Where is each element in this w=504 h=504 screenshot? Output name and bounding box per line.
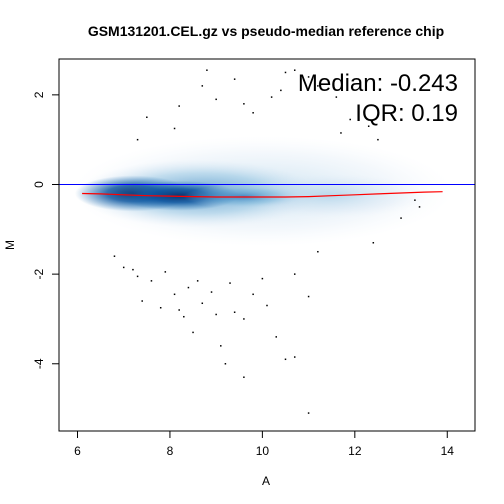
outlier-point xyxy=(229,282,231,284)
outlier-point xyxy=(243,103,245,105)
outlier-point xyxy=(307,295,310,298)
outlier-point xyxy=(317,250,319,253)
outlier-point xyxy=(349,118,351,121)
outlier-point xyxy=(146,116,148,119)
outlier-point xyxy=(159,306,162,309)
outlier-point xyxy=(201,85,204,87)
outlier-point xyxy=(178,105,180,107)
outlier-point xyxy=(136,138,139,141)
x-axis-label: A xyxy=(262,474,270,488)
outlier-point xyxy=(113,255,116,257)
outlier-point xyxy=(192,331,194,334)
outlier-point xyxy=(275,336,277,338)
outlier-point xyxy=(307,412,310,414)
outlier-point xyxy=(377,138,379,141)
x-tick-label: 10 xyxy=(256,444,270,458)
outlier-point xyxy=(173,127,176,130)
outlier-point xyxy=(233,78,236,80)
outlier-point xyxy=(418,206,421,208)
outlier-point xyxy=(252,112,254,114)
outlier-point xyxy=(215,313,217,316)
outlier-point xyxy=(178,309,180,311)
outlier-point xyxy=(400,217,402,219)
outlier-point xyxy=(307,76,310,78)
loess-curve xyxy=(82,191,443,198)
outlier-point xyxy=(210,291,213,293)
y-tick-label: -4 xyxy=(32,358,46,369)
x-tick-label: 8 xyxy=(167,444,174,458)
outlier-point xyxy=(243,318,245,320)
x-axis: 6 8 10 12 14 xyxy=(74,430,455,458)
outlier-point xyxy=(187,286,190,289)
outlier-point xyxy=(340,132,342,134)
x-tick-label: 12 xyxy=(348,444,362,458)
outlier-point xyxy=(367,125,370,127)
outlier-point xyxy=(173,293,176,296)
outlier-point xyxy=(293,356,296,358)
outlier-point xyxy=(183,315,185,318)
outlier-point xyxy=(122,266,125,269)
chart-title: GSM131201.CEL.gz vs pseudo-median refere… xyxy=(88,23,444,39)
outlier-point xyxy=(136,275,139,278)
density-layer xyxy=(72,136,453,247)
y-axis-label: M xyxy=(3,240,17,250)
outlier-point xyxy=(150,280,153,282)
outlier-point xyxy=(220,345,222,347)
outlier-point xyxy=(132,268,134,271)
y-tick-label: 2 xyxy=(32,91,46,98)
iqr-annotation: IQR: 0.19 xyxy=(355,100,458,127)
outlier-point xyxy=(206,69,208,71)
outlier-point xyxy=(414,199,416,201)
outlier-point xyxy=(284,358,287,361)
outlier-point xyxy=(284,71,287,74)
y-tick-label: -2 xyxy=(32,268,46,279)
outlier-point xyxy=(261,277,264,280)
x-tick-label: 14 xyxy=(441,444,455,458)
outlier-point xyxy=(215,98,217,101)
outlier-point xyxy=(317,85,319,87)
outlier-point xyxy=(280,89,282,92)
outlier-points xyxy=(113,69,421,414)
outlier-point xyxy=(266,304,268,307)
outlier-point xyxy=(293,273,296,275)
outlier-point xyxy=(372,242,375,244)
outlier-point xyxy=(141,300,143,302)
outlier-point xyxy=(243,376,245,378)
outlier-point xyxy=(293,69,296,71)
x-tick-label: 6 xyxy=(74,444,81,458)
outlier-point xyxy=(196,280,199,282)
outlier-point xyxy=(252,293,254,296)
outlier-point xyxy=(233,311,236,313)
median-annotation: Median: -0.243 xyxy=(298,70,458,97)
y-axis: -4 -2 0 2 xyxy=(32,91,60,369)
outlier-point xyxy=(164,271,167,273)
outlier-point xyxy=(335,96,338,98)
outlier-point xyxy=(224,363,227,365)
y-tick-label: 0 xyxy=(32,181,46,188)
outlier-point xyxy=(270,96,273,98)
outlier-point xyxy=(201,302,204,305)
